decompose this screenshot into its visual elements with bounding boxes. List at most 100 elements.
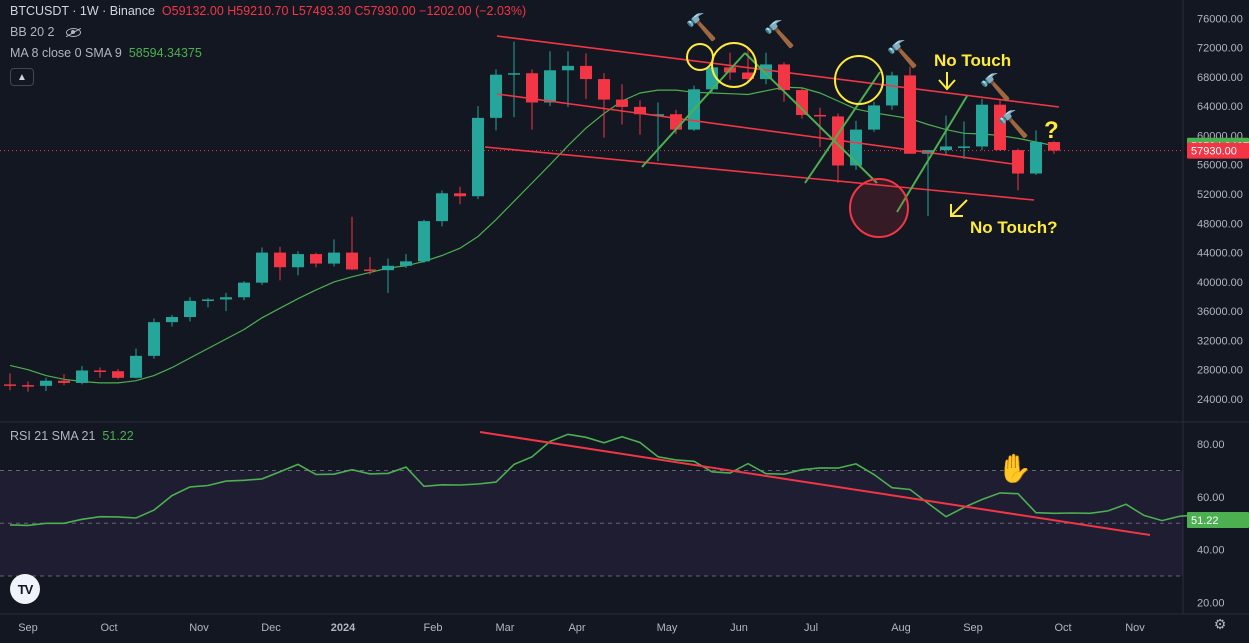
highlight-circle <box>711 42 757 88</box>
rsi-legend: RSI 21 SMA 21 51.22 <box>10 428 134 445</box>
price-tick-label: 32000.00 <box>1197 335 1243 347</box>
time-tick-label: Dec <box>261 622 281 634</box>
candle-body <box>670 114 682 130</box>
hammer-icon: 🔨 <box>685 12 717 43</box>
time-tick-label: Nov <box>1125 622 1145 634</box>
symbol-title[interactable]: BTCUSDT · 1W · Binance <box>10 4 155 18</box>
price-tick-label: 68000.00 <box>1197 72 1243 84</box>
candle-body <box>292 254 304 268</box>
price-tick-label: 56000.00 <box>1197 160 1243 172</box>
bb-label[interactable]: BB 20 2 <box>10 25 55 39</box>
no-touch-question-label: No Touch? <box>970 218 1058 237</box>
bb-legend: BB 20 2 <box>10 24 81 41</box>
trend-up-line-2 <box>804 71 881 184</box>
channel-lower-line <box>484 146 1035 201</box>
last-price-badge: 57930.00 <box>1191 146 1237 158</box>
rsi-trend-line <box>479 431 1151 536</box>
time-tick-label: May <box>657 622 678 634</box>
candle-body <box>220 297 232 300</box>
candle-body <box>1012 150 1024 174</box>
candle-body <box>976 104 988 147</box>
time-tick-label: Feb <box>424 622 443 634</box>
price-tick-label: 36000.00 <box>1197 306 1243 318</box>
candle-body <box>94 370 106 372</box>
gear-icon[interactable]: ⚙ <box>1213 616 1227 632</box>
time-tick-label: Jul <box>804 622 818 634</box>
time-tick-label: Oct <box>1054 622 1071 634</box>
time-tick-label: Oct <box>100 622 117 634</box>
symbol-legend: BTCUSDT · 1W · Binance O59132.00 H59210.… <box>10 3 526 20</box>
candle-body <box>994 104 1006 151</box>
eye-hidden-icon[interactable] <box>65 28 81 38</box>
no-touch-label: No Touch <box>934 51 1011 70</box>
candle-body <box>940 146 952 151</box>
highlight-circle <box>686 43 714 71</box>
rsi-tick-label: 60.00 <box>1197 492 1225 504</box>
candle-body <box>850 129 862 166</box>
price-tick-label: 24000.00 <box>1197 394 1243 406</box>
candle-body <box>580 65 592 80</box>
hammer-icon: 🔨 <box>997 109 1029 140</box>
price-tick-label: 48000.00 <box>1197 218 1243 230</box>
candle-body <box>796 90 808 115</box>
ma-line <box>9 86 1055 384</box>
candle-body <box>616 99 628 107</box>
legend-open: O59132.00 <box>161 4 224 18</box>
legend-high: H59210.70 <box>227 4 289 18</box>
candle-body <box>490 74 502 118</box>
price-tick-label: 76000.00 <box>1197 13 1243 25</box>
low-highlight-circle <box>849 178 909 238</box>
arrow-up-left-icon <box>950 199 968 217</box>
candle-body <box>4 384 16 386</box>
candle-body <box>1048 142 1060 151</box>
candle-body <box>418 221 430 262</box>
candle-body <box>472 117 484 197</box>
tradingview-logo-icon[interactable]: TV <box>10 574 40 604</box>
candle-body <box>22 385 34 387</box>
candle-body <box>310 254 322 264</box>
candle-body <box>1030 142 1042 174</box>
legend-low: L57493.30 <box>291 4 351 18</box>
channel-middle-line <box>496 93 1021 166</box>
candle-body <box>76 370 88 383</box>
candle-body <box>274 252 286 268</box>
collapse-legend-button[interactable]: ▲ <box>10 68 34 86</box>
candle-body <box>238 282 250 298</box>
time-tick-label: Sep <box>18 622 38 634</box>
candle-body <box>742 72 754 80</box>
hammer-icon: 🔨 <box>763 19 795 50</box>
time-tick-label: Sep <box>963 622 983 634</box>
candle-body <box>166 317 178 323</box>
candle-body <box>454 193 466 197</box>
rsi-tick-label: 20.00 <box>1197 597 1225 609</box>
candle-body <box>778 64 790 91</box>
chevron-up-icon: ▲ <box>17 71 27 83</box>
ma-label[interactable]: MA 8 close 0 SMA 9 <box>10 46 122 60</box>
candle-body <box>868 105 880 130</box>
candle-body <box>958 146 970 148</box>
time-tick-label: Nov <box>189 622 209 634</box>
last-price-badge-bg <box>1187 142 1249 159</box>
rsi-value-badge-bg <box>1187 512 1249 529</box>
candle-body <box>148 322 160 356</box>
channel-upper-line <box>496 35 1060 108</box>
trend-up-line-3 <box>896 95 968 213</box>
time-tick-label: Mar <box>496 622 515 634</box>
legend-close: C57930.00 <box>354 4 416 18</box>
time-tick-label: Aug <box>891 622 911 634</box>
candle-body <box>382 265 394 271</box>
arrow-down-icon <box>938 72 956 91</box>
candle-body <box>652 114 664 116</box>
price-tick-label: 40000.00 <box>1197 277 1243 289</box>
candle-body <box>202 299 214 301</box>
rsi-tick-label: 80.00 <box>1197 439 1225 451</box>
candle-body <box>904 75 916 154</box>
candle-body <box>544 70 556 103</box>
question-mark-label: ? <box>1044 117 1059 144</box>
candle-body <box>364 269 376 271</box>
time-tick-label: Jun <box>730 622 748 634</box>
rsi-value: 51.22 <box>102 429 134 443</box>
rsi-value-badge: 51.22 <box>1191 515 1219 527</box>
rsi-label[interactable]: RSI 21 SMA 21 <box>10 429 96 443</box>
